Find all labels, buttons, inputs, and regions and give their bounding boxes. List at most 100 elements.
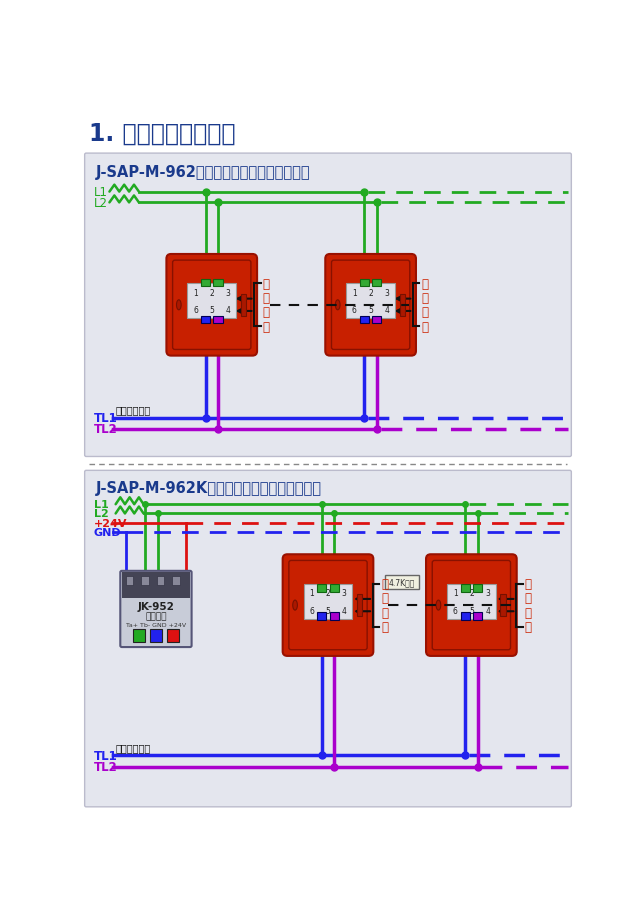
Text: Ta+ Tb- GND +24V: Ta+ Tb- GND +24V — [126, 622, 186, 627]
Text: 1: 1 — [309, 589, 314, 598]
Bar — [125, 577, 134, 586]
Bar — [447, 584, 496, 619]
Bar — [122, 573, 190, 599]
Text: 1: 1 — [193, 289, 198, 297]
Text: 1: 1 — [452, 589, 458, 598]
Text: 3: 3 — [342, 589, 347, 598]
Text: 2: 2 — [209, 289, 214, 297]
Text: 6: 6 — [352, 306, 356, 315]
Text: 5: 5 — [326, 606, 330, 615]
Bar — [461, 612, 470, 620]
Bar — [141, 577, 149, 586]
Text: 点: 点 — [525, 620, 532, 633]
Bar — [241, 294, 246, 316]
Bar — [385, 576, 419, 589]
Bar — [473, 612, 482, 620]
Bar — [357, 595, 362, 616]
Text: TL2: TL2 — [94, 423, 118, 435]
Text: L2: L2 — [94, 197, 108, 210]
Bar — [372, 280, 381, 287]
Text: 点: 点 — [422, 321, 429, 333]
FancyBboxPatch shape — [166, 255, 257, 356]
Bar — [372, 316, 381, 324]
Text: 输入模块: 输入模块 — [145, 611, 166, 620]
FancyBboxPatch shape — [283, 555, 373, 656]
FancyBboxPatch shape — [325, 255, 416, 356]
Text: L1: L1 — [94, 499, 109, 509]
Text: 开: 开 — [381, 592, 388, 605]
Bar — [132, 629, 145, 643]
Text: 常: 常 — [525, 578, 532, 590]
Text: 常: 常 — [263, 278, 270, 291]
FancyBboxPatch shape — [84, 154, 572, 457]
Text: 开: 开 — [263, 292, 270, 305]
Text: 6: 6 — [309, 606, 314, 615]
Text: 4: 4 — [385, 306, 389, 315]
Bar — [167, 629, 179, 643]
Text: 5: 5 — [469, 606, 474, 615]
Text: 5: 5 — [209, 306, 214, 315]
Text: 3: 3 — [385, 289, 389, 297]
Ellipse shape — [436, 600, 441, 610]
FancyBboxPatch shape — [84, 471, 572, 807]
Text: 消防电话通讯: 消防电话通讯 — [116, 405, 151, 415]
Ellipse shape — [177, 301, 181, 311]
Bar — [201, 316, 210, 324]
Text: L1: L1 — [94, 186, 108, 199]
Text: 触: 触 — [263, 306, 270, 319]
Text: 1: 1 — [352, 289, 356, 297]
Text: TL1: TL1 — [94, 749, 118, 762]
FancyBboxPatch shape — [120, 571, 191, 648]
Text: 4.7K电阻: 4.7K电阻 — [388, 578, 415, 587]
Text: 点: 点 — [381, 620, 388, 633]
Bar — [330, 612, 339, 620]
Text: 6: 6 — [193, 306, 198, 315]
Text: 常: 常 — [422, 278, 429, 291]
Text: J-SAP-M-962K手动火灾报警按鈕（普通型）: J-SAP-M-962K手动火灾报警按鈕（普通型） — [95, 480, 321, 496]
Bar — [360, 280, 369, 287]
Text: 4: 4 — [225, 306, 230, 315]
Bar — [213, 316, 223, 324]
Bar — [201, 280, 210, 287]
Text: 2: 2 — [469, 589, 474, 598]
Bar — [150, 629, 162, 643]
Text: 开: 开 — [422, 292, 429, 305]
Text: 开: 开 — [525, 592, 532, 605]
Bar — [500, 595, 506, 616]
Bar — [317, 585, 326, 592]
Text: 3: 3 — [225, 289, 230, 297]
Bar — [213, 280, 223, 287]
Bar — [330, 585, 339, 592]
Text: GND: GND — [94, 527, 122, 537]
Ellipse shape — [335, 301, 340, 311]
Bar — [172, 577, 180, 586]
Bar — [400, 294, 405, 316]
Text: JK-952: JK-952 — [138, 601, 174, 611]
Text: 消防电话通讯: 消防电话通讯 — [116, 742, 151, 752]
Text: 2: 2 — [368, 289, 373, 297]
Text: 常: 常 — [381, 578, 388, 590]
Text: 3: 3 — [485, 589, 490, 598]
Text: 触: 触 — [381, 606, 388, 619]
Ellipse shape — [292, 600, 298, 610]
Bar — [360, 316, 369, 324]
Bar — [317, 612, 326, 620]
Text: 5: 5 — [368, 306, 373, 315]
Text: 2: 2 — [326, 589, 330, 598]
Text: TL1: TL1 — [94, 412, 118, 425]
Bar — [473, 585, 482, 592]
Bar — [461, 585, 470, 592]
Text: 触: 触 — [422, 306, 429, 319]
Text: 6: 6 — [452, 606, 458, 615]
Text: J-SAP-M-962手动火灾报警按鈕（智能型）: J-SAP-M-962手动火灾报警按鈕（智能型） — [95, 165, 310, 179]
Text: TL2: TL2 — [94, 761, 118, 773]
Text: +24V: +24V — [94, 518, 127, 528]
Text: L2: L2 — [94, 509, 109, 519]
Bar — [303, 584, 353, 619]
Text: 点: 点 — [263, 321, 270, 333]
Bar — [188, 284, 236, 319]
Bar — [346, 284, 395, 319]
Text: 触: 触 — [525, 606, 532, 619]
Text: 1. 手动火灾报警按鈕: 1. 手动火灾报警按鈕 — [90, 122, 236, 146]
Bar — [157, 577, 164, 586]
